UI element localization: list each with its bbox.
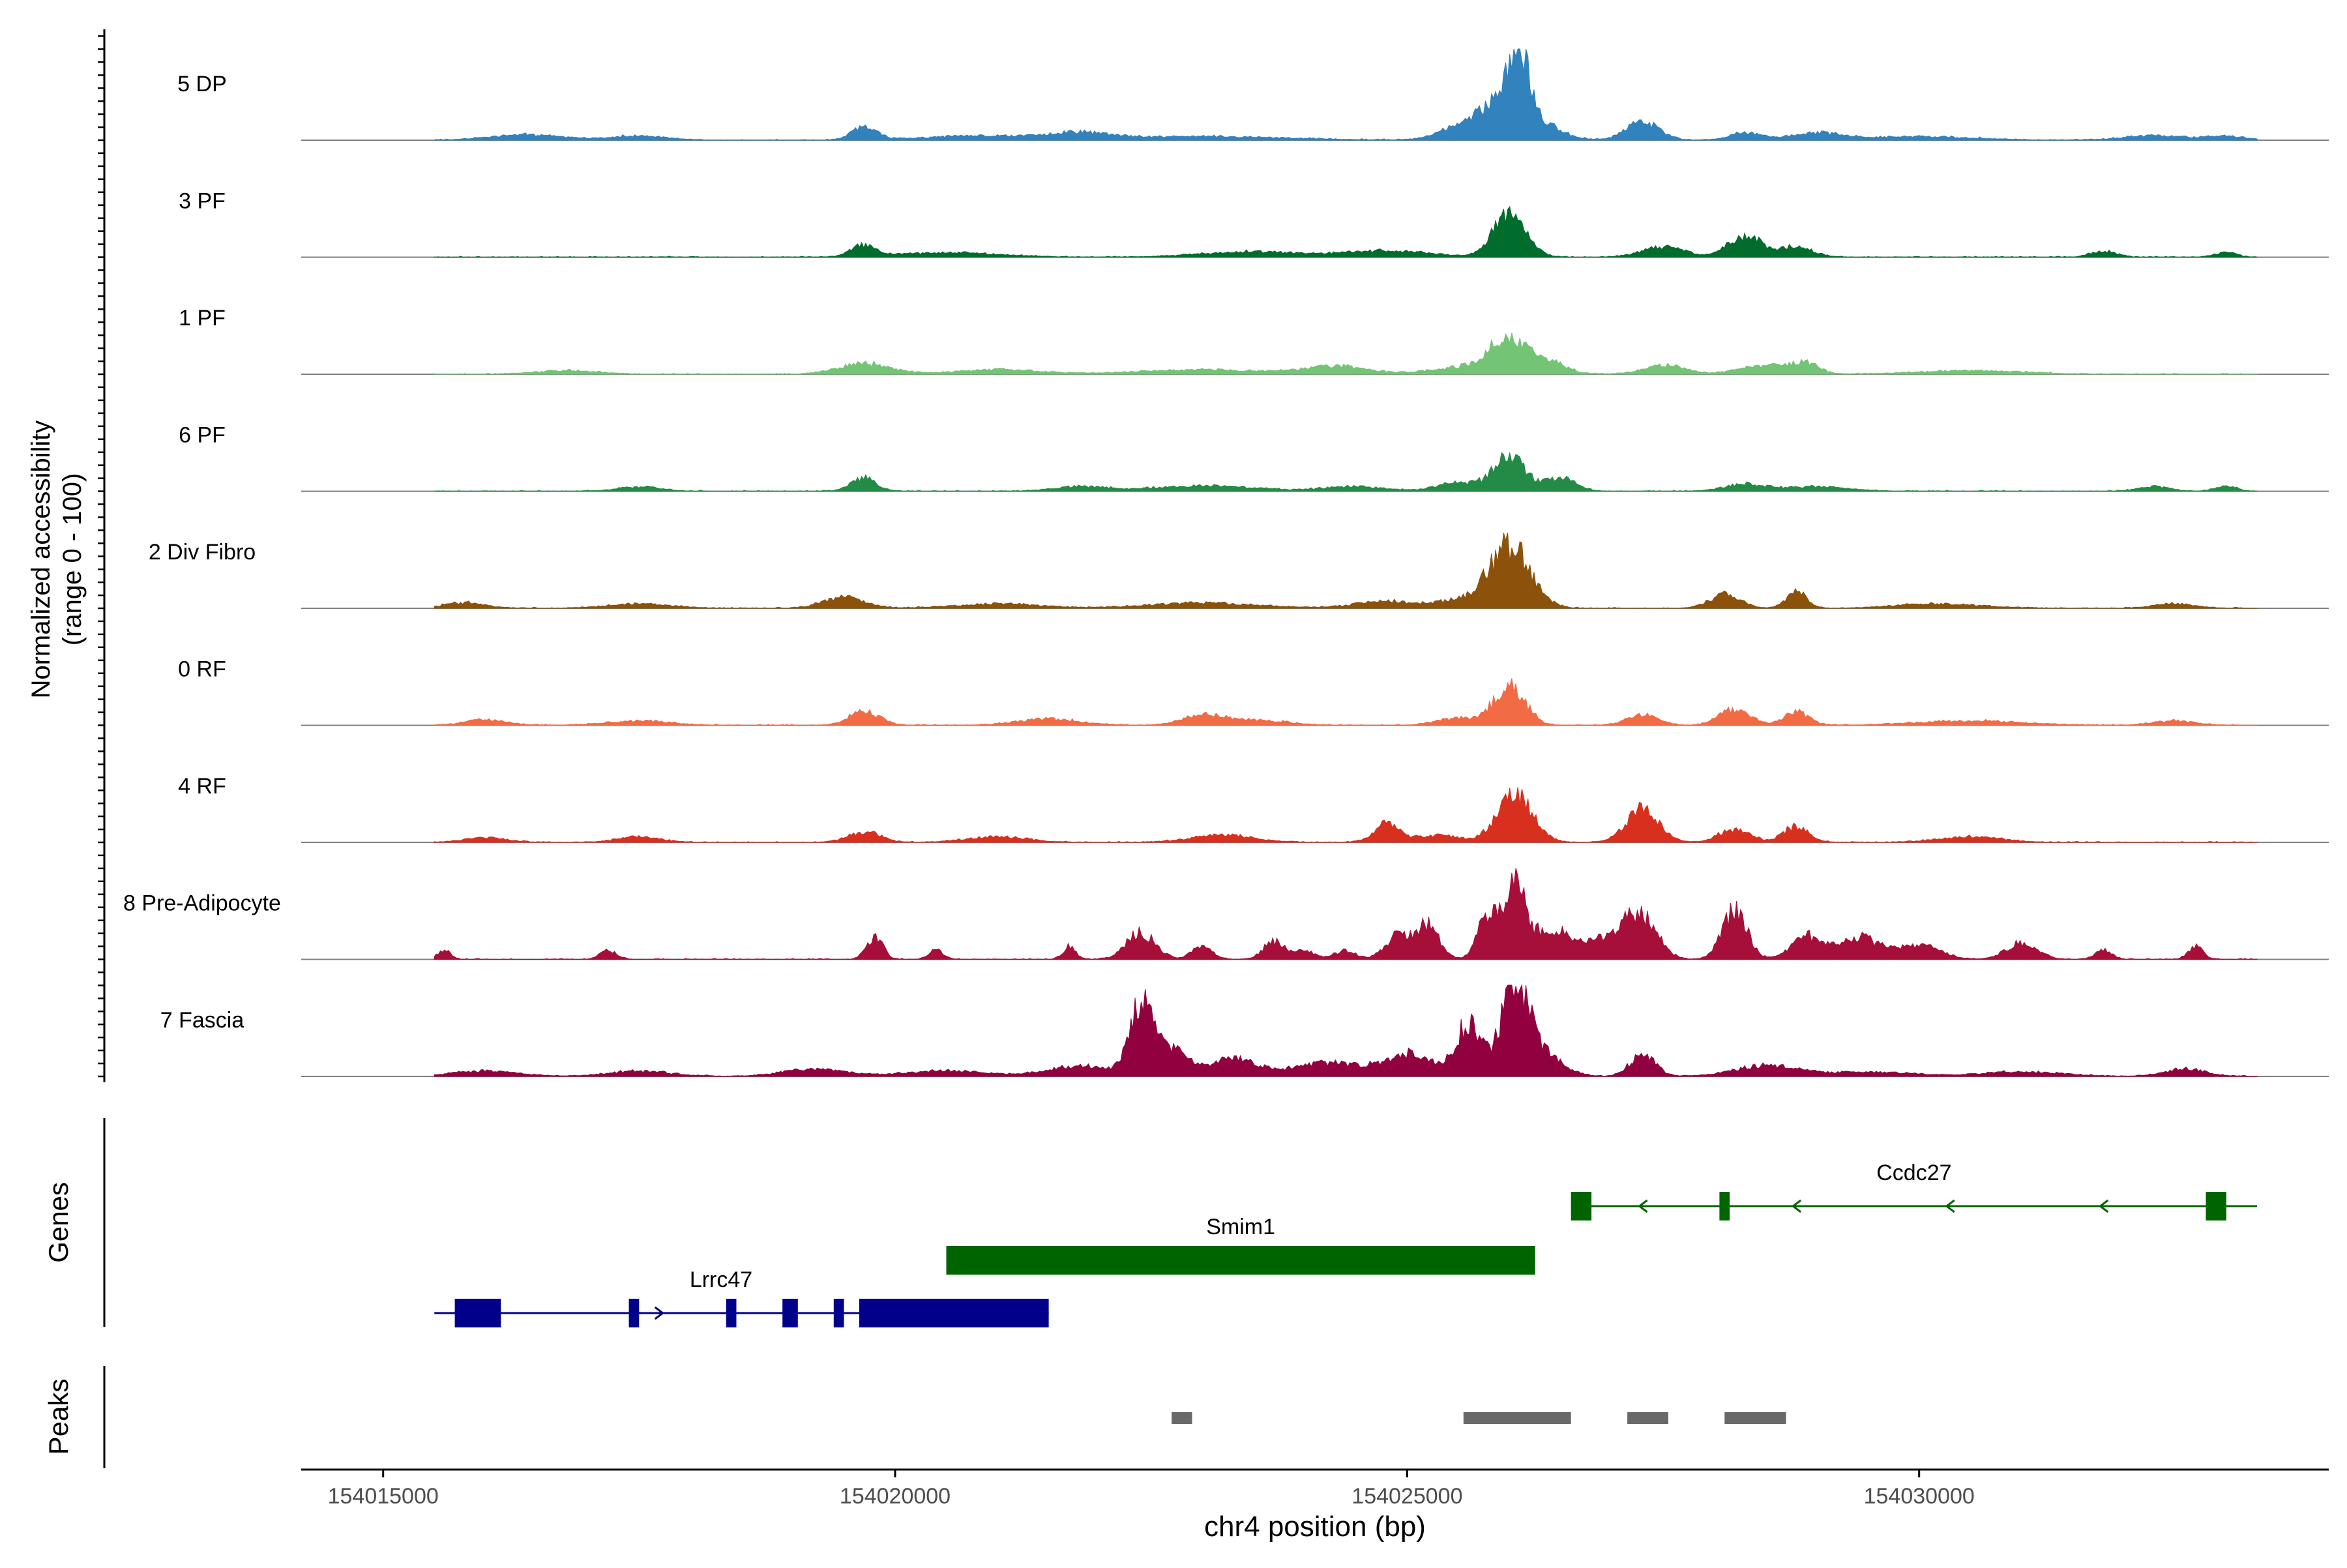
coverage-area — [434, 48, 2258, 141]
x-tick-label: 154030000 — [1864, 1484, 1975, 1509]
exon — [726, 1299, 737, 1327]
track-label: 4 RF — [178, 774, 226, 799]
genes-panel: Genes Ccdc27 Smim1 Lrrc47 — [43, 1118, 2258, 1327]
track-6-pf: 6 PF — [179, 423, 2329, 492]
strand-arrow — [2098, 1199, 2109, 1213]
track-0-rf: 0 RF — [178, 657, 2329, 726]
exon — [454, 1299, 501, 1327]
y-axis-title-main: Normalized accessibility — [27, 421, 55, 699]
coverage-area — [434, 205, 2258, 258]
track-label: 0 RF — [178, 657, 226, 682]
coverage-area — [434, 868, 2258, 960]
strand-arrow — [1791, 1199, 1802, 1213]
track-label: 2 Div Fibro — [149, 540, 256, 565]
gene-label: Smim1 — [1206, 1215, 1275, 1239]
coverage-area — [434, 678, 2258, 726]
exon — [628, 1299, 640, 1327]
track-label: 5 DP — [177, 72, 227, 96]
peak-region — [1463, 1412, 1571, 1424]
gene-lrrc47: Lrrc47 — [434, 1267, 1049, 1327]
coverage-area — [434, 984, 2258, 1077]
track-3-pf: 3 PF — [179, 189, 2329, 258]
strand-arrow — [654, 1306, 665, 1320]
track-label: 6 PF — [179, 423, 226, 448]
exon — [2206, 1192, 2226, 1220]
coverage-area — [434, 532, 2258, 609]
coverage-y-axis — [98, 29, 106, 1082]
x-axis: 154015000 154020000 154025000 154030000 chr… — [301, 1468, 2329, 1543]
gene-models: Ccdc27 Smim1 Lrrc47 — [434, 1161, 2258, 1327]
coverage-area — [434, 452, 2258, 492]
track-label: 3 PF — [179, 189, 226, 214]
x-tick-label: 154015000 — [328, 1484, 439, 1509]
peaks-panel: Peaks — [43, 1366, 1786, 1468]
peak-region — [1724, 1412, 1786, 1424]
exon — [833, 1299, 844, 1327]
peak-region — [1172, 1412, 1192, 1424]
peak-regions — [1172, 1412, 1786, 1424]
x-tick-label: 154025000 — [1351, 1484, 1462, 1509]
exon — [859, 1299, 1049, 1327]
gene-ccdc27: Ccdc27 — [1571, 1161, 2258, 1220]
coverage-area — [434, 333, 2258, 375]
gene-smim1: Smim1 — [946, 1215, 1535, 1275]
track-1-pf: 1 PF — [179, 306, 2329, 375]
strand-arrow — [1945, 1199, 1955, 1213]
track-5-dp: 5 DP — [177, 48, 2329, 141]
track-8-pre-adipocyte: 8 Pre-Adipocyte — [123, 868, 2329, 960]
exon — [1571, 1192, 1592, 1220]
peaks-track-label: Peaks — [43, 1379, 74, 1455]
y-axis-title: Normalized accessibility (range 0 - 100) — [27, 421, 87, 699]
coverage-tracks: 5 DP 3 PF 1 PF 6 PF 2 Div Fibro 0 RF 4 RF 8 Pre… — [123, 48, 2329, 1077]
gene-label: Lrrc47 — [690, 1267, 752, 1292]
coverage-area — [434, 787, 2258, 843]
exon — [1719, 1192, 1730, 1220]
track-7-fascia: 7 Fascia — [160, 984, 2329, 1077]
x-axis-ticks: 154015000 154020000 154025000 154030000 — [328, 1470, 1975, 1509]
exon — [946, 1246, 1535, 1275]
genes-track-label: Genes — [43, 1182, 74, 1263]
x-tick-label: 154020000 — [840, 1484, 951, 1509]
y-axis-title-sub: (range 0 - 100) — [58, 473, 87, 646]
track-label: 8 Pre-Adipocyte — [123, 891, 281, 916]
track-label: 1 PF — [179, 306, 226, 331]
track-label: 7 Fascia — [160, 1008, 244, 1033]
track-2-div-fibro: 2 Div Fibro — [149, 532, 2329, 609]
track-4-rf: 4 RF — [178, 774, 2329, 843]
x-axis-title: chr4 position (bp) — [1204, 1511, 1426, 1543]
strand-arrow — [1638, 1199, 1648, 1213]
gene-label: Ccdc27 — [1876, 1161, 1951, 1185]
exon — [782, 1299, 798, 1327]
peak-region — [1627, 1412, 1668, 1424]
